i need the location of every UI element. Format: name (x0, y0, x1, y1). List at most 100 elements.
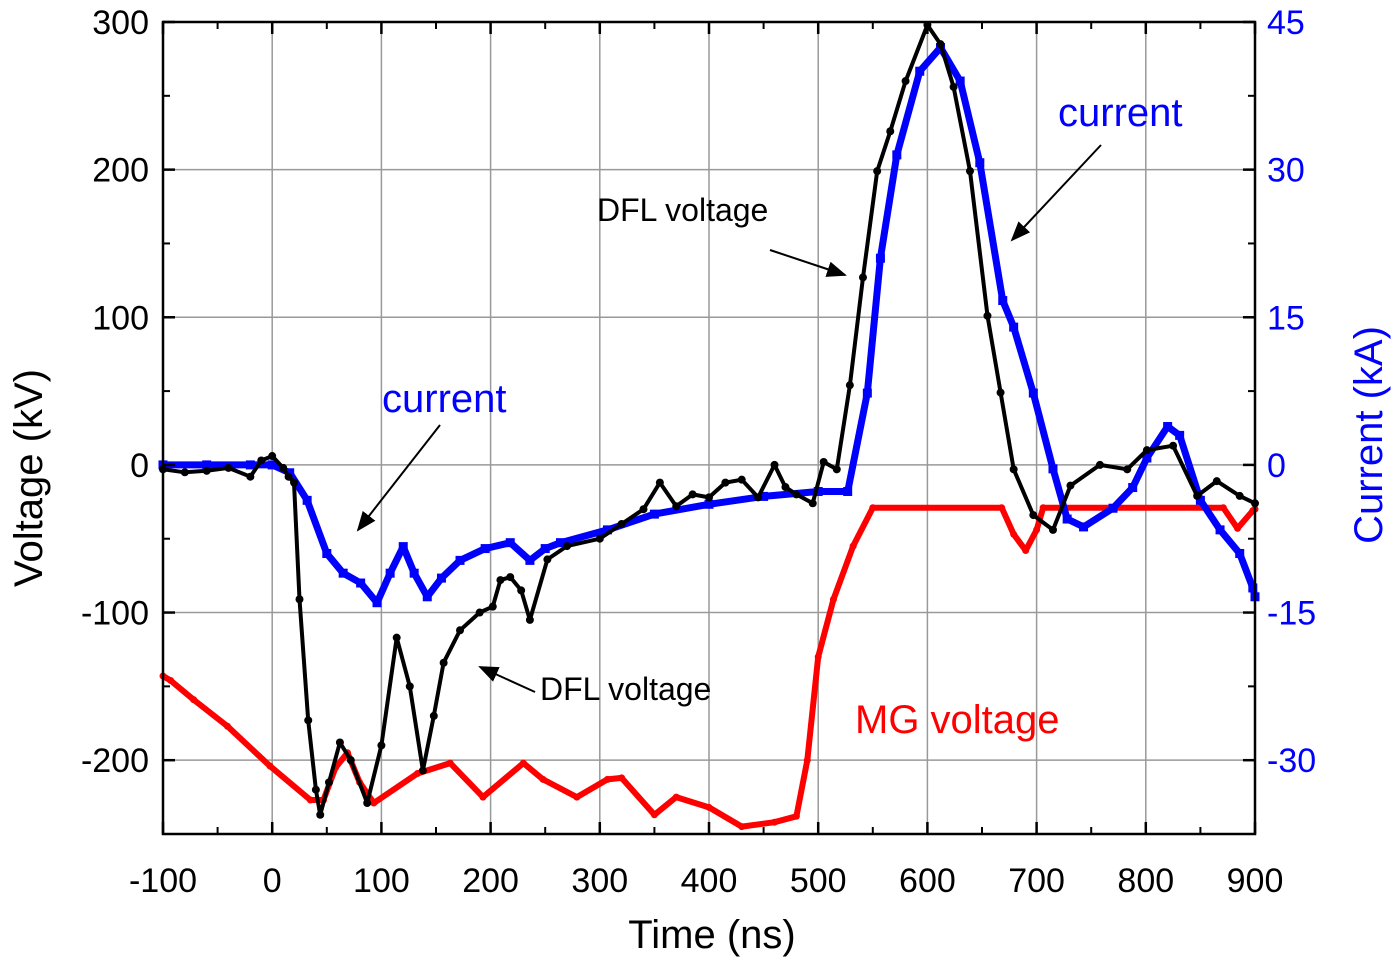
dfl-voltage-point (295, 595, 304, 604)
mg-voltage-point (829, 595, 837, 603)
dfl-voltage-point (858, 273, 867, 282)
dfl-voltage-point (268, 452, 277, 461)
dfl-voltage-point (832, 465, 841, 474)
dfl-voltage-point (1066, 481, 1075, 490)
current-point (1215, 525, 1225, 535)
mg-voltage-point (792, 812, 800, 820)
annotation-current-upper: current (1058, 91, 1183, 135)
mg-voltage-point (167, 676, 175, 684)
dfl-voltage-point (335, 738, 344, 747)
current-point (998, 296, 1008, 306)
current-point (892, 150, 902, 160)
mg-voltage-point (1234, 524, 1242, 532)
dfl-voltage-point (792, 490, 801, 499)
current-point (843, 486, 853, 496)
dfl-voltage-point (316, 810, 325, 819)
current-point (813, 486, 823, 496)
dfl-voltage-point (324, 778, 333, 787)
arrow-current-lower (356, 424, 441, 532)
dfl-voltage-point (901, 77, 910, 86)
dfl-voltage-point (672, 502, 681, 511)
dfl-voltage-point (506, 573, 515, 582)
dfl-voltage-point (617, 519, 626, 528)
current-point (1079, 522, 1089, 532)
current-point (505, 538, 515, 548)
x-axis-label: Time (ns) (628, 913, 795, 957)
dfl-voltage-point (1142, 446, 1151, 455)
mg-voltage-point (869, 504, 877, 512)
current-point (1108, 503, 1118, 513)
current-point (409, 568, 419, 578)
current-point (267, 460, 277, 470)
dfl-voltage-point (257, 456, 266, 465)
y2-tick-label: 30 (1267, 152, 1305, 190)
dfl-voltage-point (346, 756, 355, 765)
x-tick-label: 0 (263, 862, 282, 900)
dfl-voltage-point (873, 167, 882, 176)
dfl-voltage-point (246, 472, 255, 481)
dfl-voltage-point (475, 608, 484, 617)
arrow-dfl-lower (478, 666, 536, 693)
dfl-voltage-point (456, 626, 465, 635)
current-point (302, 495, 312, 505)
y-tick-label: 300 (92, 4, 149, 42)
mg-voltage-point (618, 774, 626, 782)
current-point (704, 499, 714, 509)
mg-voltage-point (1033, 526, 1041, 534)
dfl-voltage-point (1123, 465, 1132, 474)
mg-voltage-point (519, 759, 527, 767)
x-tick-label: 400 (681, 862, 738, 900)
annotation-dfl-upper: DFL voltage (597, 192, 768, 228)
dfl-voltage-point (405, 682, 414, 691)
current-point (285, 468, 295, 478)
dfl-voltage-point (595, 534, 604, 543)
current-point (1009, 322, 1019, 332)
dfl-voltage-point (770, 460, 779, 469)
mg-voltage-point (306, 796, 314, 804)
arrow-dfl-upper (769, 249, 847, 277)
current-point (555, 538, 565, 548)
x-tick-label: 900 (1227, 862, 1284, 900)
current-point (759, 491, 769, 501)
current-point (480, 544, 490, 554)
dfl-voltage-point (496, 576, 505, 585)
annotation-current-lower: current (382, 377, 507, 421)
current-point (602, 525, 612, 535)
current-point (245, 460, 255, 470)
mg-voltage-point (814, 653, 822, 661)
mg-voltage-point (603, 775, 611, 783)
y-tick-label: 200 (92, 152, 149, 190)
dfl-voltage-point (965, 167, 974, 176)
dfl-voltage-point (418, 766, 427, 775)
current-point (1248, 583, 1258, 593)
dfl-voltage-point (721, 478, 730, 487)
current-point (202, 460, 212, 470)
dfl-voltage-point (983, 311, 992, 320)
dfl-voltage-point (525, 615, 534, 624)
current-point (875, 253, 885, 263)
mg-voltage-point (650, 811, 658, 819)
dfl-voltage-point (808, 499, 817, 508)
mg-voltage-point (223, 722, 231, 730)
mg-voltage-point (479, 793, 487, 801)
y-tick-label: -100 (81, 595, 149, 633)
y-tick-label: 100 (92, 299, 149, 337)
dfl-voltage-point (655, 478, 664, 487)
dfl-voltage-point (284, 472, 293, 481)
mg-voltage-point (1039, 504, 1047, 512)
current-point (422, 592, 432, 602)
current-point (1175, 430, 1185, 440)
dfl-voltage-point (845, 381, 854, 390)
series-layer (158, 20, 1260, 831)
dfl-voltage-point (543, 555, 552, 564)
dfl-voltage-point (819, 457, 828, 466)
mg-voltage-point (849, 542, 857, 550)
dfl-voltage-point (781, 483, 790, 492)
dfl-voltage-point (1212, 477, 1221, 486)
current-point (975, 158, 985, 168)
dfl-voltage-point (1029, 511, 1038, 520)
current-point (372, 598, 382, 608)
current-point (1028, 388, 1038, 398)
dfl-voltage-point (429, 711, 438, 720)
